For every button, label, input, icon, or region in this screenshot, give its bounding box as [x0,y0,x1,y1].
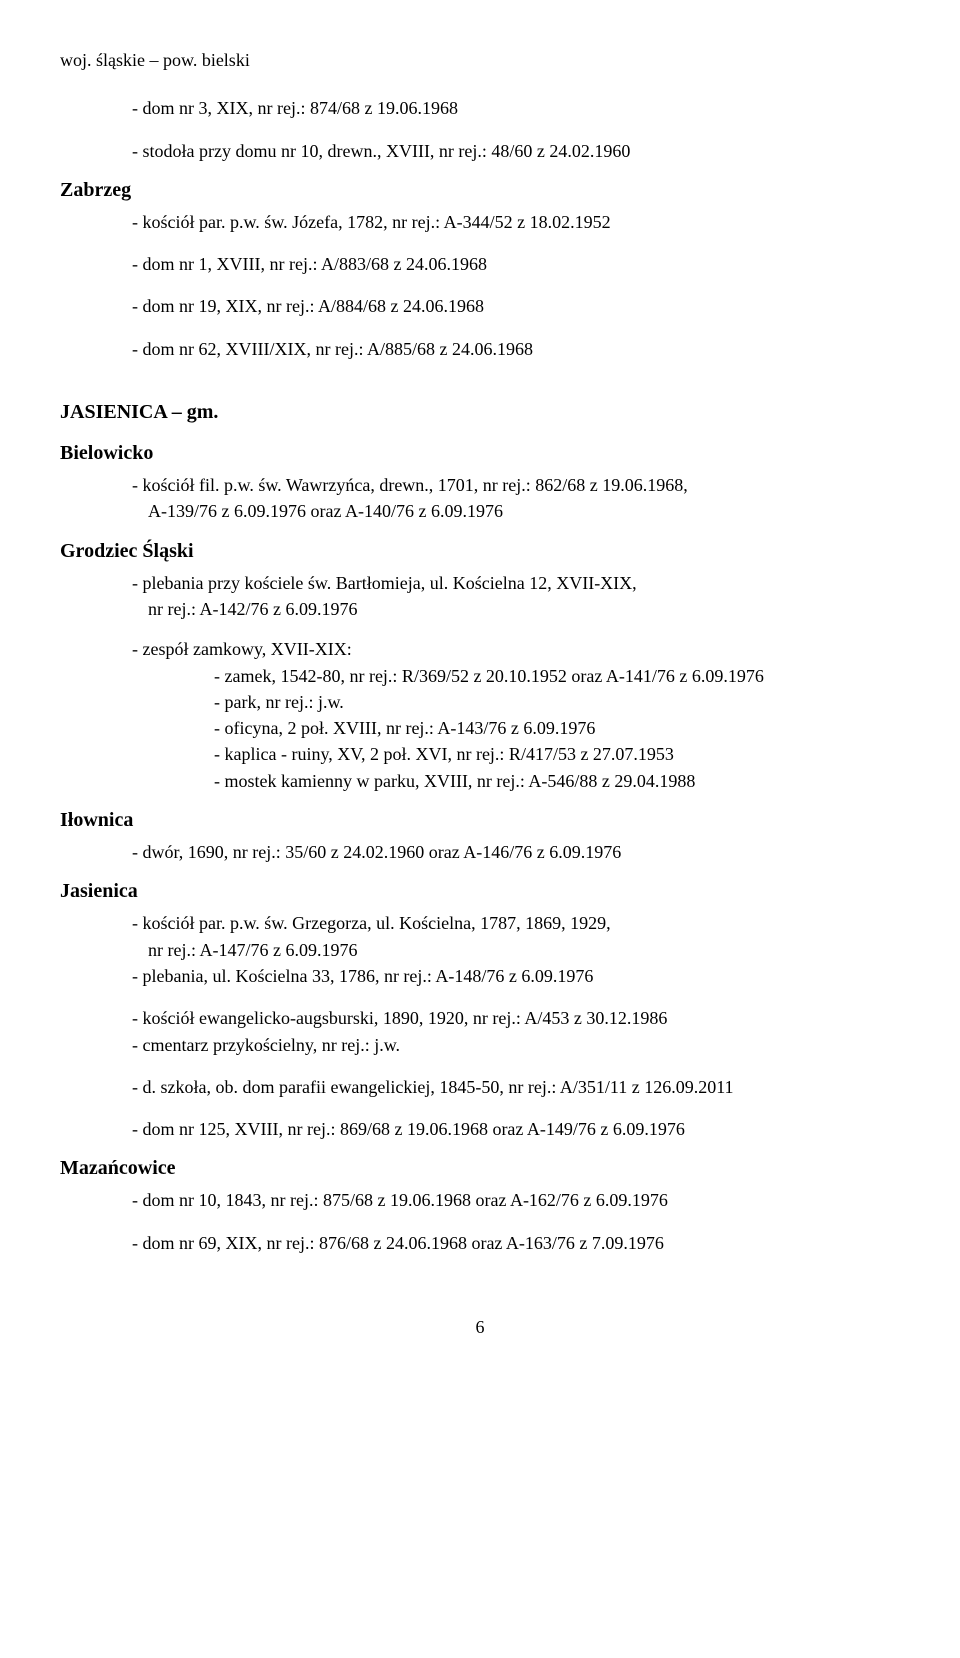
gmina-jasienica: JASIENICA – gm. [60,399,900,426]
section-jasienica: Jasienica [60,878,900,905]
sub-entry: - park, nr rej.: j.w. [214,690,900,714]
section-mazancowice: Mazańcowice [60,1155,900,1182]
sub-entry: - zamek, 1542-80, nr rej.: R/369/52 z 20… [214,664,900,688]
entry-continuation: A-139/76 z 6.09.1976 oraz A-140/76 z 6.0… [148,499,900,523]
entry: - kościół fil. p.w. św. Wawrzyńca, drewn… [132,473,900,497]
entry: - dom nr 19, XIX, nr rej.: A/884/68 z 24… [132,294,900,318]
section-bielowicko: Bielowicko [60,440,900,467]
page-header: woj. śląskie – pow. bielski [60,48,900,72]
entry: - kościół ewangelicko-augsburski, 1890, … [132,1006,900,1030]
sub-entry: - oficyna, 2 poł. XVIII, nr rej.: A-143/… [214,716,900,740]
entry: - plebania, ul. Kościelna 33, 1786, nr r… [132,964,900,988]
section-zabrzeg: Zabrzeg [60,177,900,204]
entry: - plebania przy kościele św. Bartłomieja… [132,571,900,595]
entry: - dom nr 1, XVIII, nr rej.: A/883/68 z 2… [132,252,900,276]
entry: - kościół par. p.w. św. Grzegorza, ul. K… [132,911,900,935]
page-number: 6 [60,1315,900,1339]
entry: - cmentarz przykościelny, nr rej.: j.w. [132,1033,900,1057]
entry: - dom nr 69, XIX, nr rej.: 876/68 z 24.0… [132,1231,900,1255]
entry: - dom nr 10, 1843, nr rej.: 875/68 z 19.… [132,1188,900,1212]
entry: - kościół par. p.w. św. Józefa, 1782, nr… [132,210,900,234]
intro-entry: - dom nr 3, XIX, nr rej.: 874/68 z 19.06… [132,96,900,120]
entry: - dwór, 1690, nr rej.: 35/60 z 24.02.196… [132,840,900,864]
entry: - d. szkoła, ob. dom parafii ewangelicki… [132,1075,900,1099]
entry: - zespół zamkowy, XVII-XIX: [132,637,900,661]
section-ilownica: Iłownica [60,807,900,834]
section-grodziec: Grodziec Śląski [60,538,900,565]
entry-continuation: nr rej.: A-147/76 z 6.09.1976 [148,938,900,962]
entry-continuation: nr rej.: A-142/76 z 6.09.1976 [148,597,900,621]
entry: - dom nr 125, XVIII, nr rej.: 869/68 z 1… [132,1117,900,1141]
sub-entry: - mostek kamienny w parku, XVIII, nr rej… [214,769,900,793]
intro-entry: - stodoła przy domu nr 10, drewn., XVIII… [132,139,900,163]
sub-entry: - kaplica - ruiny, XV, 2 poł. XVI, nr re… [214,742,900,766]
entry: - dom nr 62, XVIII/XIX, nr rej.: A/885/6… [132,337,900,361]
